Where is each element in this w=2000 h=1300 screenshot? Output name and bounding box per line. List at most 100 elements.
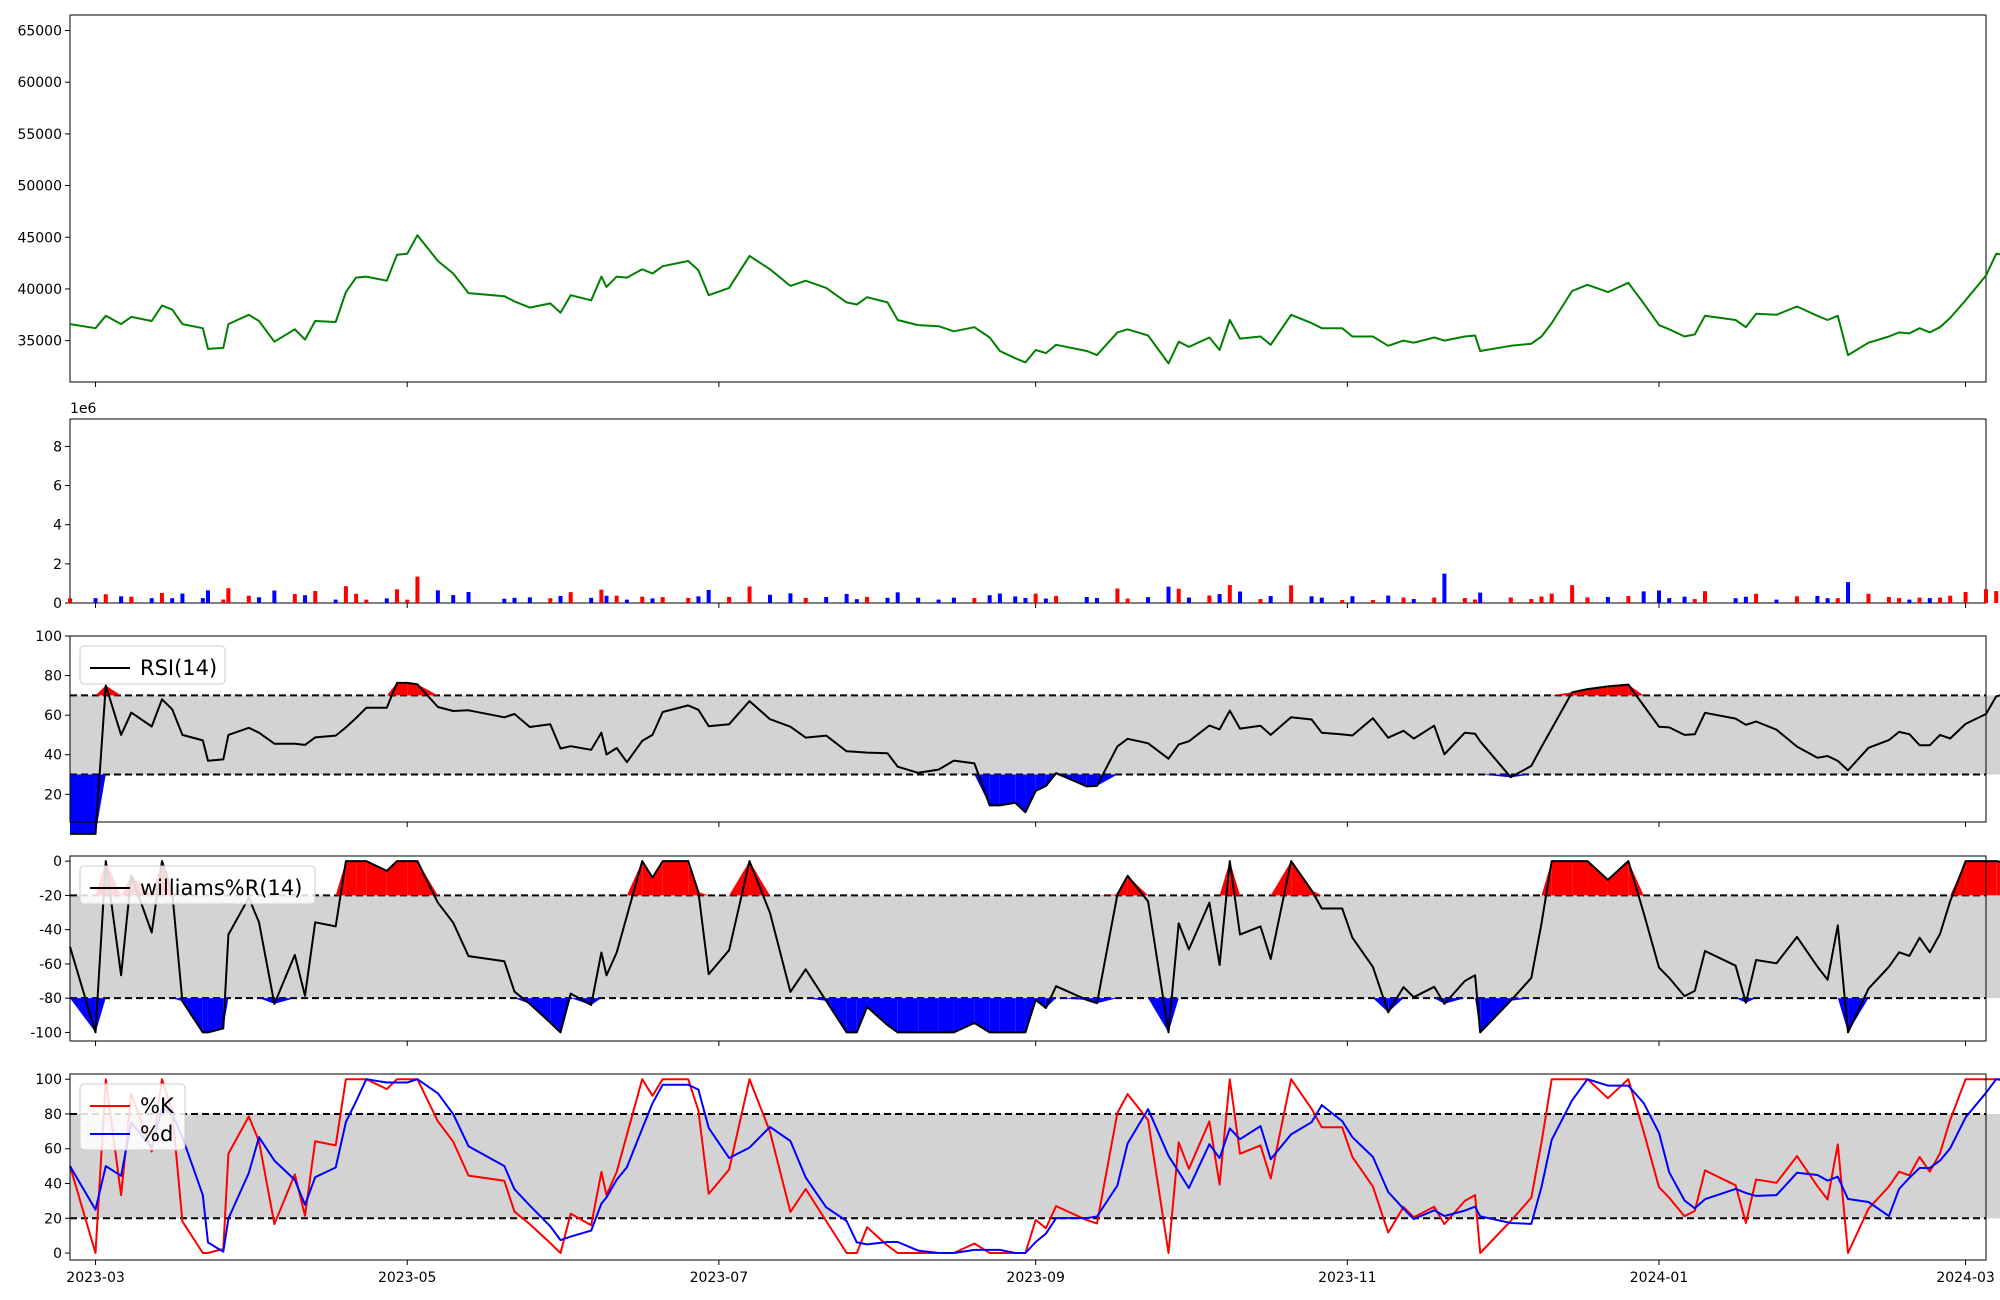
volume-bar bbox=[1013, 596, 1018, 603]
volume-bar bbox=[824, 597, 829, 603]
volume-bar bbox=[1268, 596, 1273, 603]
rsi-band bbox=[70, 695, 2000, 775]
williams-oversold-fill bbox=[1148, 998, 1169, 1033]
williams-oversold-fill bbox=[529, 998, 551, 1023]
volume-bar bbox=[1743, 596, 1748, 603]
williams-oversold-fill bbox=[1745, 998, 1757, 1003]
williams-oversold-fill bbox=[974, 998, 990, 1033]
williams-oversold-fill bbox=[591, 998, 602, 1006]
rsi-overbought-fill bbox=[407, 682, 418, 696]
williams-overbought-fill bbox=[1551, 861, 1573, 896]
volume-bar bbox=[1570, 585, 1575, 603]
volume-bar bbox=[895, 592, 900, 603]
williams-overbought-fill bbox=[642, 861, 653, 896]
volume-bar bbox=[1370, 600, 1375, 603]
rsi-ytick-label: 20 bbox=[44, 787, 62, 803]
williams-band bbox=[70, 895, 2000, 999]
volume-bar bbox=[1825, 598, 1830, 603]
volume-bar bbox=[1835, 598, 1840, 603]
rsi-oversold-fill bbox=[1015, 774, 1026, 813]
volume-bar bbox=[1289, 585, 1294, 603]
williams-overbought-fill bbox=[1572, 861, 1588, 896]
volume-bar bbox=[394, 589, 399, 603]
volume-bar bbox=[1846, 582, 1851, 603]
williams-legend-label: williams%R(14) bbox=[140, 876, 302, 900]
williams-oversold-fill bbox=[1735, 998, 1746, 1003]
volume-bar bbox=[1340, 600, 1345, 603]
rsi-overbought-fill bbox=[386, 682, 397, 696]
williams-overbought-fill bbox=[1965, 861, 1986, 896]
williams-oversold-fill bbox=[259, 998, 275, 1004]
volume-bar bbox=[727, 596, 732, 603]
volume-bar bbox=[221, 599, 226, 603]
volume-bar bbox=[1319, 597, 1324, 603]
volume-bar bbox=[1794, 596, 1799, 603]
volume-bar bbox=[916, 597, 921, 603]
volume-bar bbox=[865, 596, 870, 603]
rsi-legend-box bbox=[79, 645, 226, 685]
volume-bar bbox=[1886, 597, 1891, 603]
volume-bar bbox=[885, 597, 890, 603]
volume-bar bbox=[1309, 596, 1314, 603]
price-ytick-label: 50000 bbox=[17, 179, 62, 195]
volume-bar bbox=[364, 599, 369, 603]
volume-bar bbox=[333, 599, 338, 603]
volume-bar bbox=[951, 597, 956, 603]
volume-bar bbox=[1774, 599, 1779, 603]
price-ytick-label: 65000 bbox=[17, 24, 62, 40]
volume-bar bbox=[1432, 597, 1437, 603]
stochastic-ytick-label: 0 bbox=[53, 1246, 62, 1262]
volume-bar bbox=[1094, 597, 1099, 603]
stochastic-band bbox=[70, 1113, 2000, 1219]
xtick-label: 2023-11 bbox=[1318, 1270, 1377, 1286]
volume-bar bbox=[1529, 599, 1534, 603]
volume-bar bbox=[1585, 597, 1590, 603]
williams-overbought-fill bbox=[652, 861, 663, 896]
volume-bar bbox=[624, 599, 629, 603]
williams-ytick-label: -60 bbox=[39, 957, 62, 973]
williams-oversold-fill bbox=[918, 998, 939, 1033]
williams-overbought-fill bbox=[1096, 894, 1118, 896]
rsi-ytick-label: 100 bbox=[35, 629, 62, 645]
volume-bar bbox=[1907, 599, 1912, 603]
xtick-label: 2023-03 bbox=[66, 1270, 125, 1286]
williams-overbought-fill bbox=[1986, 861, 1997, 896]
volume-bar bbox=[292, 594, 297, 603]
price-line bbox=[69, 234, 2000, 365]
volume-bar bbox=[1473, 599, 1478, 603]
volume-bar bbox=[558, 595, 563, 603]
volume-bar bbox=[997, 593, 1002, 603]
price-ytick-label: 60000 bbox=[17, 75, 62, 91]
williams-oversold-fill bbox=[867, 998, 888, 1026]
williams-oversold-fill bbox=[1388, 998, 1404, 1013]
rsi-overbought-fill bbox=[105, 685, 122, 696]
volume-bar bbox=[747, 586, 752, 603]
volume-bar bbox=[1033, 593, 1038, 603]
volume-bar bbox=[589, 597, 594, 603]
xtick-label: 2023-07 bbox=[690, 1270, 749, 1286]
rsi-ytick-label: 40 bbox=[44, 748, 62, 764]
stochastic-ytick-label: 60 bbox=[44, 1142, 62, 1158]
williams-overbought-fill bbox=[396, 861, 408, 896]
volume-bar bbox=[180, 593, 185, 603]
xtick-label: 2024-03 bbox=[1936, 1270, 1995, 1286]
volume-bar bbox=[1401, 597, 1406, 603]
volume-bar bbox=[1605, 597, 1610, 603]
volume-scale-label: 1e6 bbox=[70, 401, 97, 417]
price-ytick-label: 40000 bbox=[17, 282, 62, 298]
stochastic-ytick-label: 40 bbox=[44, 1177, 62, 1193]
stochastic-legend: %K %d bbox=[79, 1083, 186, 1151]
volume-bar bbox=[1350, 596, 1355, 603]
volume-bar bbox=[200, 598, 205, 603]
volume-bar bbox=[272, 590, 277, 603]
williams-oversold-fill bbox=[989, 998, 1000, 1033]
volume-bar bbox=[343, 586, 348, 603]
volume-ytick-label: 2 bbox=[53, 557, 62, 573]
rsi-oversold-fill bbox=[70, 774, 96, 834]
volume-bar bbox=[604, 595, 609, 603]
rsi-oversold-fill bbox=[1086, 774, 1097, 787]
volume-bar bbox=[1227, 585, 1232, 603]
williams-oversold-fill bbox=[1015, 998, 1026, 1033]
williams-legend: williams%R(14) bbox=[79, 865, 316, 905]
